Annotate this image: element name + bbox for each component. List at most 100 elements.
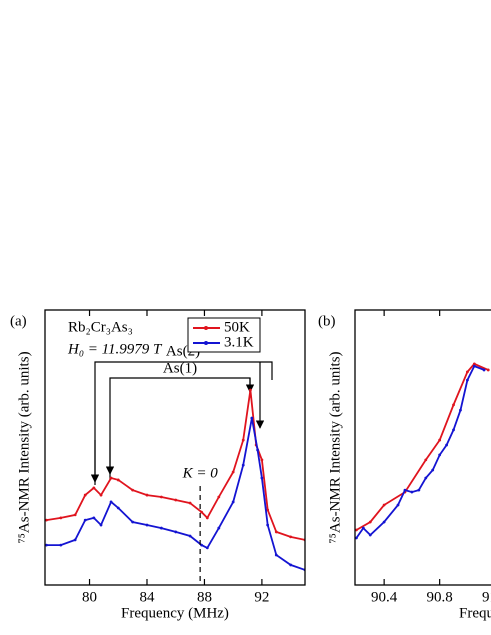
x-tick-label: 88 [197, 589, 212, 605]
x-axis-label: Frequency (MHz) [121, 605, 229, 621]
series-point [59, 516, 63, 520]
series-point [410, 490, 414, 494]
series-point [200, 543, 203, 547]
x-tick-label: 91.2 [482, 589, 491, 605]
series-point [174, 498, 178, 502]
series-point [92, 516, 96, 520]
series-point [145, 523, 149, 527]
series-point [109, 476, 113, 480]
series-point [260, 458, 264, 462]
series-point [396, 503, 400, 507]
x-tick-label: 90.4 [371, 589, 398, 605]
series-point [231, 470, 235, 474]
series-point [424, 458, 428, 462]
series-point [231, 500, 235, 504]
series-point [205, 546, 209, 550]
series-point [45, 543, 48, 547]
series-point [205, 516, 209, 520]
series-point [260, 476, 264, 480]
series-point [452, 403, 455, 407]
x-axis-label: Frequency (MHz) [459, 605, 491, 621]
series-point [250, 416, 254, 420]
series-point [382, 520, 386, 524]
series-point [145, 493, 149, 497]
series-point [466, 378, 469, 382]
series-point [452, 428, 455, 432]
field-label: H₀ = 11.9979 T [67, 341, 163, 357]
panel [45, 388, 305, 572]
panel-label: (b) [318, 313, 336, 329]
series-point [445, 443, 448, 447]
legend-label: 3.1K [224, 334, 254, 350]
x-tick-label: 80 [82, 589, 97, 605]
series-point [382, 503, 386, 507]
series-point [482, 368, 486, 372]
series-point [431, 468, 435, 472]
series-point [217, 495, 221, 499]
legend-swatch [204, 341, 208, 345]
series-point [424, 476, 428, 480]
series-point [486, 368, 490, 372]
series-point [472, 364, 476, 368]
annotation-arrows [90, 361, 273, 485]
x-tick-label: 90.8 [427, 589, 453, 605]
x-tick-label: 84 [139, 589, 155, 605]
series-point [174, 530, 178, 534]
series-point [289, 563, 293, 567]
series-point [116, 506, 120, 510]
series-point [266, 523, 270, 527]
series-point [274, 530, 278, 534]
series-point [109, 500, 113, 504]
series-point [92, 486, 96, 490]
series-point [131, 488, 135, 492]
series-point [116, 478, 120, 482]
series-point [438, 438, 442, 442]
series-point [289, 535, 293, 539]
series-point [368, 533, 372, 537]
series-point [249, 388, 252, 392]
series-point [403, 488, 407, 492]
series-point [241, 463, 245, 467]
series-point [188, 501, 192, 505]
series-point [266, 508, 270, 512]
legend-box [187, 317, 261, 353]
compound-label: Rb₂Cr₃As₃ [68, 319, 133, 335]
series-line [355, 364, 485, 539]
series-point [131, 520, 135, 524]
series-point [466, 370, 469, 374]
series-point [459, 408, 462, 412]
series-point [45, 518, 48, 522]
series-point [241, 438, 245, 442]
series-point [159, 526, 163, 530]
series-point [417, 488, 421, 492]
series-point [361, 526, 365, 530]
y-axis-label: ⁷⁵As-NMR Intensity (arb. units) [327, 351, 343, 543]
series-point [159, 495, 163, 499]
plot-frame [44, 309, 306, 586]
plot-frame [354, 309, 491, 586]
panel [355, 362, 490, 540]
series-point [99, 523, 103, 527]
series-point [355, 528, 358, 532]
panel-label: (a) [10, 313, 27, 329]
series-point [200, 510, 203, 514]
series-point [188, 534, 192, 538]
x-tick-label: 92 [254, 589, 269, 605]
series-point [274, 553, 278, 557]
series-point [83, 518, 87, 522]
series-point [368, 520, 372, 524]
annotation: K = 0 [182, 465, 219, 481]
series-point [99, 493, 103, 497]
series-point [355, 536, 358, 540]
series-point [59, 543, 63, 547]
series-point [217, 526, 221, 530]
series-point [73, 538, 77, 542]
series-point [438, 453, 442, 457]
legend-label: 50K [224, 319, 250, 335]
annotation: As(1) [163, 360, 197, 376]
series-point [256, 448, 259, 452]
series-line [355, 362, 489, 531]
y-axis-label: ⁷⁵As-NMR Intensity (arb. units) [16, 351, 32, 543]
series-point [472, 362, 476, 366]
